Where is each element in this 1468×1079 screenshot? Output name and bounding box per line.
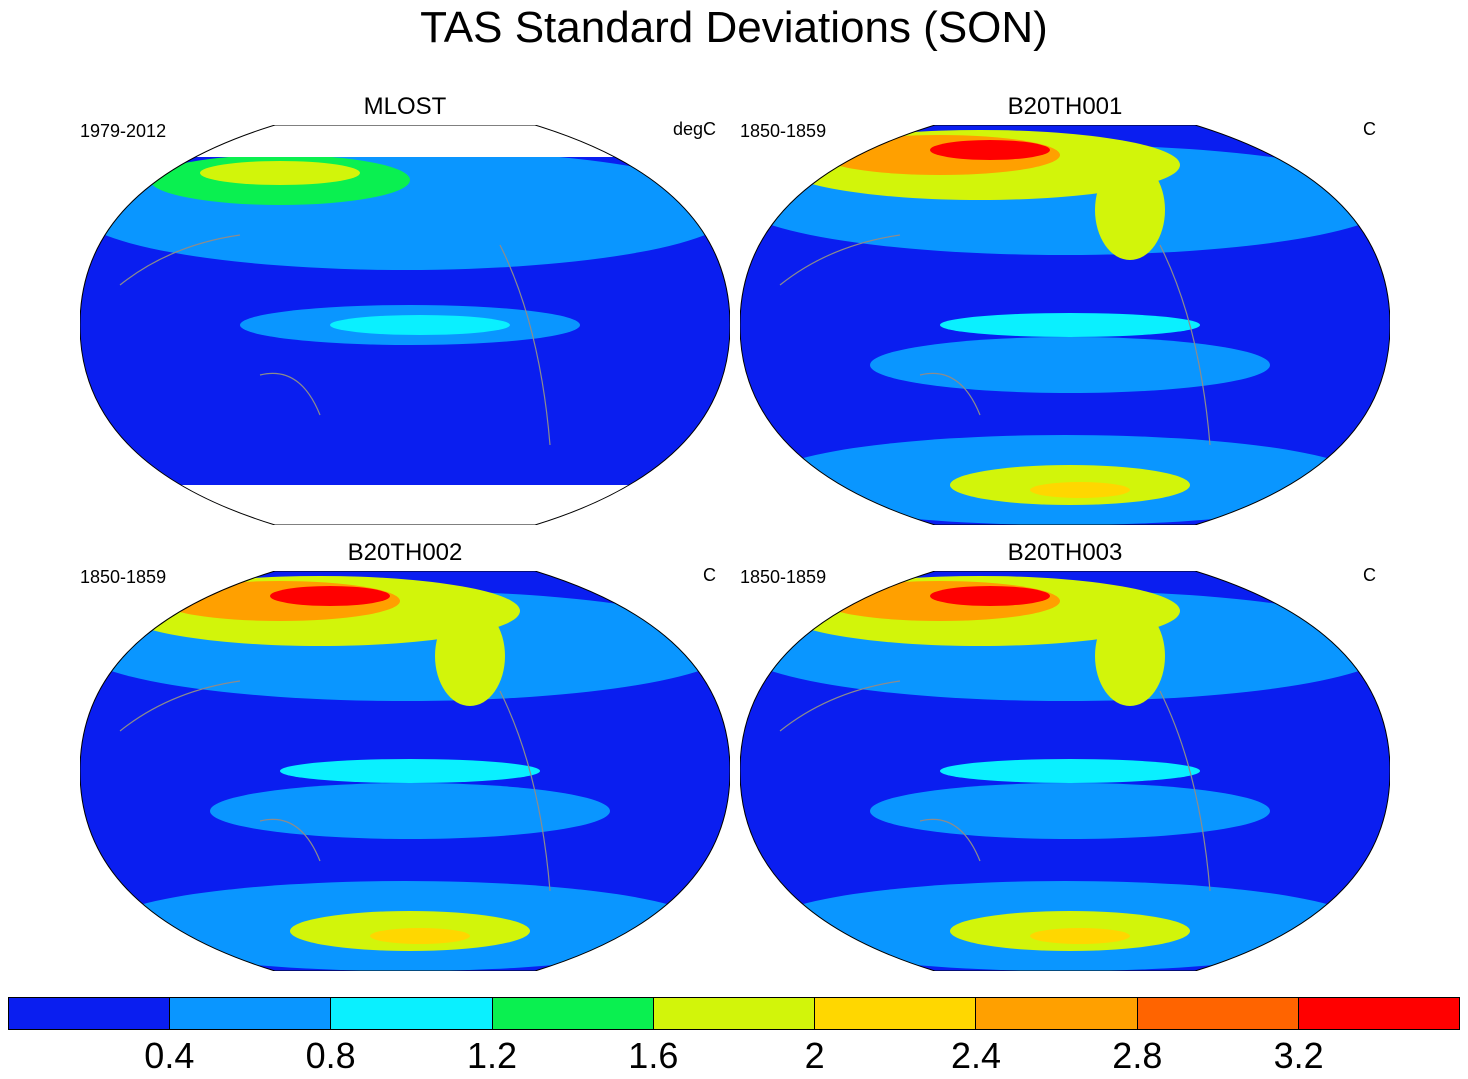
units-label: degC (672, 119, 716, 139)
colorbar-box (815, 998, 977, 1029)
colorbar-tick-label: 2.4 (950, 1035, 1002, 1076)
world-map (80, 125, 730, 525)
colorbar-box (976, 998, 1138, 1029)
colorbar-tick-label: 0.4 (144, 1035, 195, 1076)
colorbar-box (1137, 998, 1299, 1029)
colorbar-tick-label: 0.8 (305, 1035, 356, 1076)
panel-title: MLOST (363, 93, 447, 120)
world-map (740, 571, 1390, 971)
colorbar-box (492, 998, 654, 1029)
period-label: 1850-1859 (80, 567, 167, 587)
map-panel-b20th001: B20TH001 1850-1859 C (740, 93, 1390, 535)
colorbar (8, 997, 1460, 1030)
period-label: 1850-1859 (740, 567, 827, 587)
period-label: 1979-2012 (80, 121, 167, 141)
map-panel-b20th002: B20TH002 1850-1859 C (80, 539, 730, 981)
world-map (80, 571, 730, 971)
colorbar-box (9, 998, 171, 1029)
units-label: C (1363, 119, 1376, 139)
colorbar-tick-label: 1.2 (466, 1035, 518, 1076)
panel-title: B20TH002 (347, 539, 463, 566)
colorbar-tick-label: 2.8 (1112, 1035, 1163, 1076)
colorbar-tick-label: 1.6 (628, 1035, 679, 1076)
colorbar-box (331, 998, 493, 1029)
colorbar-box (1298, 998, 1459, 1029)
period-label: 1850-1859 (740, 121, 827, 141)
colorbar-box (653, 998, 816, 1029)
units-label: C (1363, 565, 1376, 585)
units-label: C (703, 565, 716, 585)
panel-title: B20TH003 (1007, 539, 1123, 566)
colorbar-box (170, 998, 332, 1029)
map-panel-b20th003: B20TH003 1850-1859 C (740, 539, 1390, 981)
colorbar-tick-label: 2 (804, 1035, 825, 1076)
panel-title: B20TH001 (1007, 93, 1123, 120)
figure-title: TAS Standard Deviations (SON) (420, 3, 1048, 52)
map-panel-mlost: MLOST 1979-2012 degC (80, 93, 730, 535)
world-map (740, 125, 1390, 525)
colorbar-tick-label: 3.2 (1273, 1035, 1324, 1076)
